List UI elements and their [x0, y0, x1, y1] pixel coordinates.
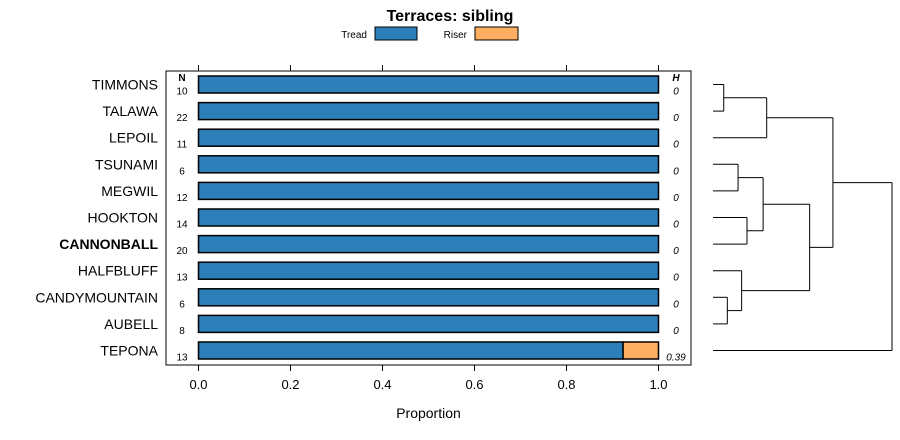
n-label-tsunami: 6: [179, 166, 185, 177]
h-label-timmons: 0: [673, 87, 679, 98]
h-label-talawa: 0: [673, 113, 679, 124]
row-label-hookton: HOOKTON: [87, 210, 158, 226]
x-tick-label: 0.8: [557, 377, 575, 392]
row-label-megwil: MEGWIL: [101, 183, 158, 199]
n-label-halfbluff: 13: [176, 273, 188, 284]
h-label-tepona: 0.39: [666, 353, 686, 364]
legend-swatch-riser: [474, 26, 519, 41]
x-tick-label: 0.0: [189, 377, 207, 392]
plot-panel: [165, 70, 692, 366]
n-label-candymountain: 6: [179, 299, 185, 310]
row-label-talawa: TALAWA: [103, 103, 159, 119]
x-axis: 0.0 0.2 0.4 0.6 0.8 1.0: [189, 65, 668, 392]
x-tick-label: 0.2: [281, 377, 299, 392]
bar-tread-candymountain: [197, 288, 660, 307]
row-label-tsunami: TSUNAMI: [95, 156, 158, 172]
row-labels: TIMMONS TALAWA LEPOIL TSUNAMI MEGWIL HOOKTON C…: [35, 77, 158, 359]
row-label-candymountain: CANDYMOUNTAIN: [35, 289, 158, 305]
legend-label-tread: Tread: [341, 30, 367, 41]
n-label-megwil: 12: [176, 193, 188, 204]
bar-tread-tepona: [197, 341, 624, 360]
bar-tread-halfbluff: [197, 261, 660, 280]
bar-tread-cannonball: [197, 234, 660, 254]
bar-tread-aubell: [197, 314, 660, 334]
row-label-lepoil: LEPOIL: [109, 130, 158, 146]
n-label-aubell: 8: [179, 326, 185, 337]
row-label-halfbluff: HALFBLUFF: [78, 263, 158, 279]
x-tick-label: 0.4: [373, 377, 391, 392]
h-label-hookton: 0: [673, 220, 679, 231]
h-label-candymountain: 0: [673, 299, 679, 310]
h-label-lepoil: 0: [673, 140, 679, 151]
bar-tread-lepoil: [197, 128, 660, 147]
n-label-timmons: 10: [176, 87, 188, 98]
n-label-tepona: 13: [176, 353, 188, 364]
n-label-cannonball: 20: [176, 246, 188, 257]
n-label-lepoil: 11: [177, 140, 188, 151]
h-label-aubell: 0: [673, 326, 679, 337]
bar-riser-tepona: [622, 341, 660, 360]
x-axis-label: Proportion: [396, 405, 461, 421]
h-label-cannonball: 0: [673, 246, 679, 257]
n-header: N: [178, 73, 185, 84]
legend-swatch-tread: [374, 26, 418, 41]
h-label-halfbluff: 0: [673, 273, 679, 284]
n-label-hookton: 14: [176, 220, 188, 231]
bar-tread-hookton: [197, 208, 660, 227]
n-label-talawa: 22: [176, 113, 188, 124]
bar-tread-tsunami: [197, 155, 660, 174]
x-tick-label: 1.0: [649, 377, 667, 392]
row-label-timmons: TIMMONS: [92, 77, 158, 93]
h-label-tsunami: 0: [673, 166, 679, 177]
chart-title: Terraces: sibling: [387, 8, 514, 25]
dendrogram: [713, 84, 893, 351]
h-header: H: [672, 73, 680, 84]
bar-tread-timmons: [197, 75, 660, 94]
legend-label-riser: Riser: [444, 30, 468, 41]
x-tick-label: 0.6: [465, 377, 483, 392]
legend: Tread Riser: [341, 26, 519, 41]
h-label-megwil: 0: [673, 193, 679, 204]
h-labels: 0 0 0 0 0 0 0 0 0 0 0.39: [666, 87, 686, 364]
row-label-aubell: AUBELL: [104, 316, 158, 332]
bar-tread-talawa: [197, 101, 660, 121]
row-label-cannonball: CANNONBALL: [59, 236, 158, 252]
bar-tread-megwil: [197, 181, 660, 201]
row-label-tepona: TEPONA: [100, 343, 158, 359]
n-labels: 10 22 11 6 12 14 20 13 6 8 13: [176, 87, 188, 364]
bars: [197, 75, 660, 360]
